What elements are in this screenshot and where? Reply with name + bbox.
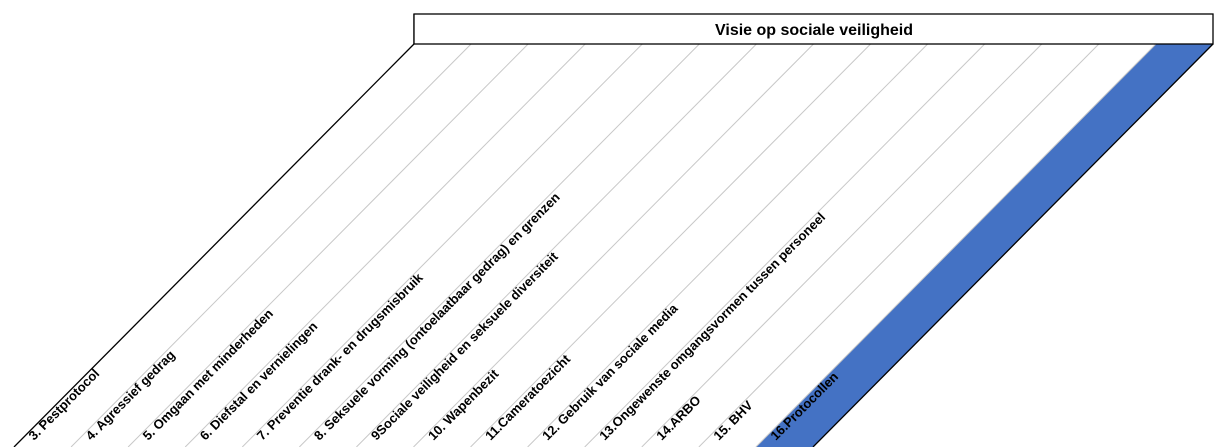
column-divider xyxy=(698,43,1100,447)
title-cell xyxy=(413,13,1214,45)
column-divider xyxy=(413,43,814,447)
column-divider xyxy=(184,43,586,447)
column-divider xyxy=(755,43,1157,447)
column-divider xyxy=(241,43,643,447)
column-divider xyxy=(527,43,928,447)
left-border xyxy=(13,43,415,447)
title-text: Visie op sociale veiligheid xyxy=(715,22,913,39)
column-label: 6. Diefstal en vernielingen xyxy=(197,319,321,443)
column-divider xyxy=(127,43,529,447)
column-divider xyxy=(470,43,871,447)
column-stripes xyxy=(755,44,1213,447)
column-divider xyxy=(356,43,757,447)
header-borders xyxy=(13,14,1214,447)
column-divider xyxy=(70,43,472,447)
column-divider xyxy=(299,43,700,447)
column-divider xyxy=(641,43,1043,447)
column-label: 15. BHV xyxy=(710,397,755,443)
column-label: 14.ARBO xyxy=(653,393,703,444)
highlighted-column-fill xyxy=(755,44,1213,447)
right-border xyxy=(812,43,1214,447)
column-divider xyxy=(584,43,986,447)
